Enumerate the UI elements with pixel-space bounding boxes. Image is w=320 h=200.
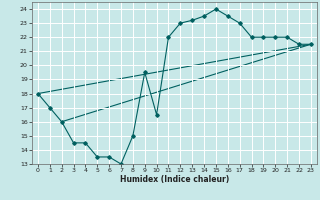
X-axis label: Humidex (Indice chaleur): Humidex (Indice chaleur) [120, 175, 229, 184]
